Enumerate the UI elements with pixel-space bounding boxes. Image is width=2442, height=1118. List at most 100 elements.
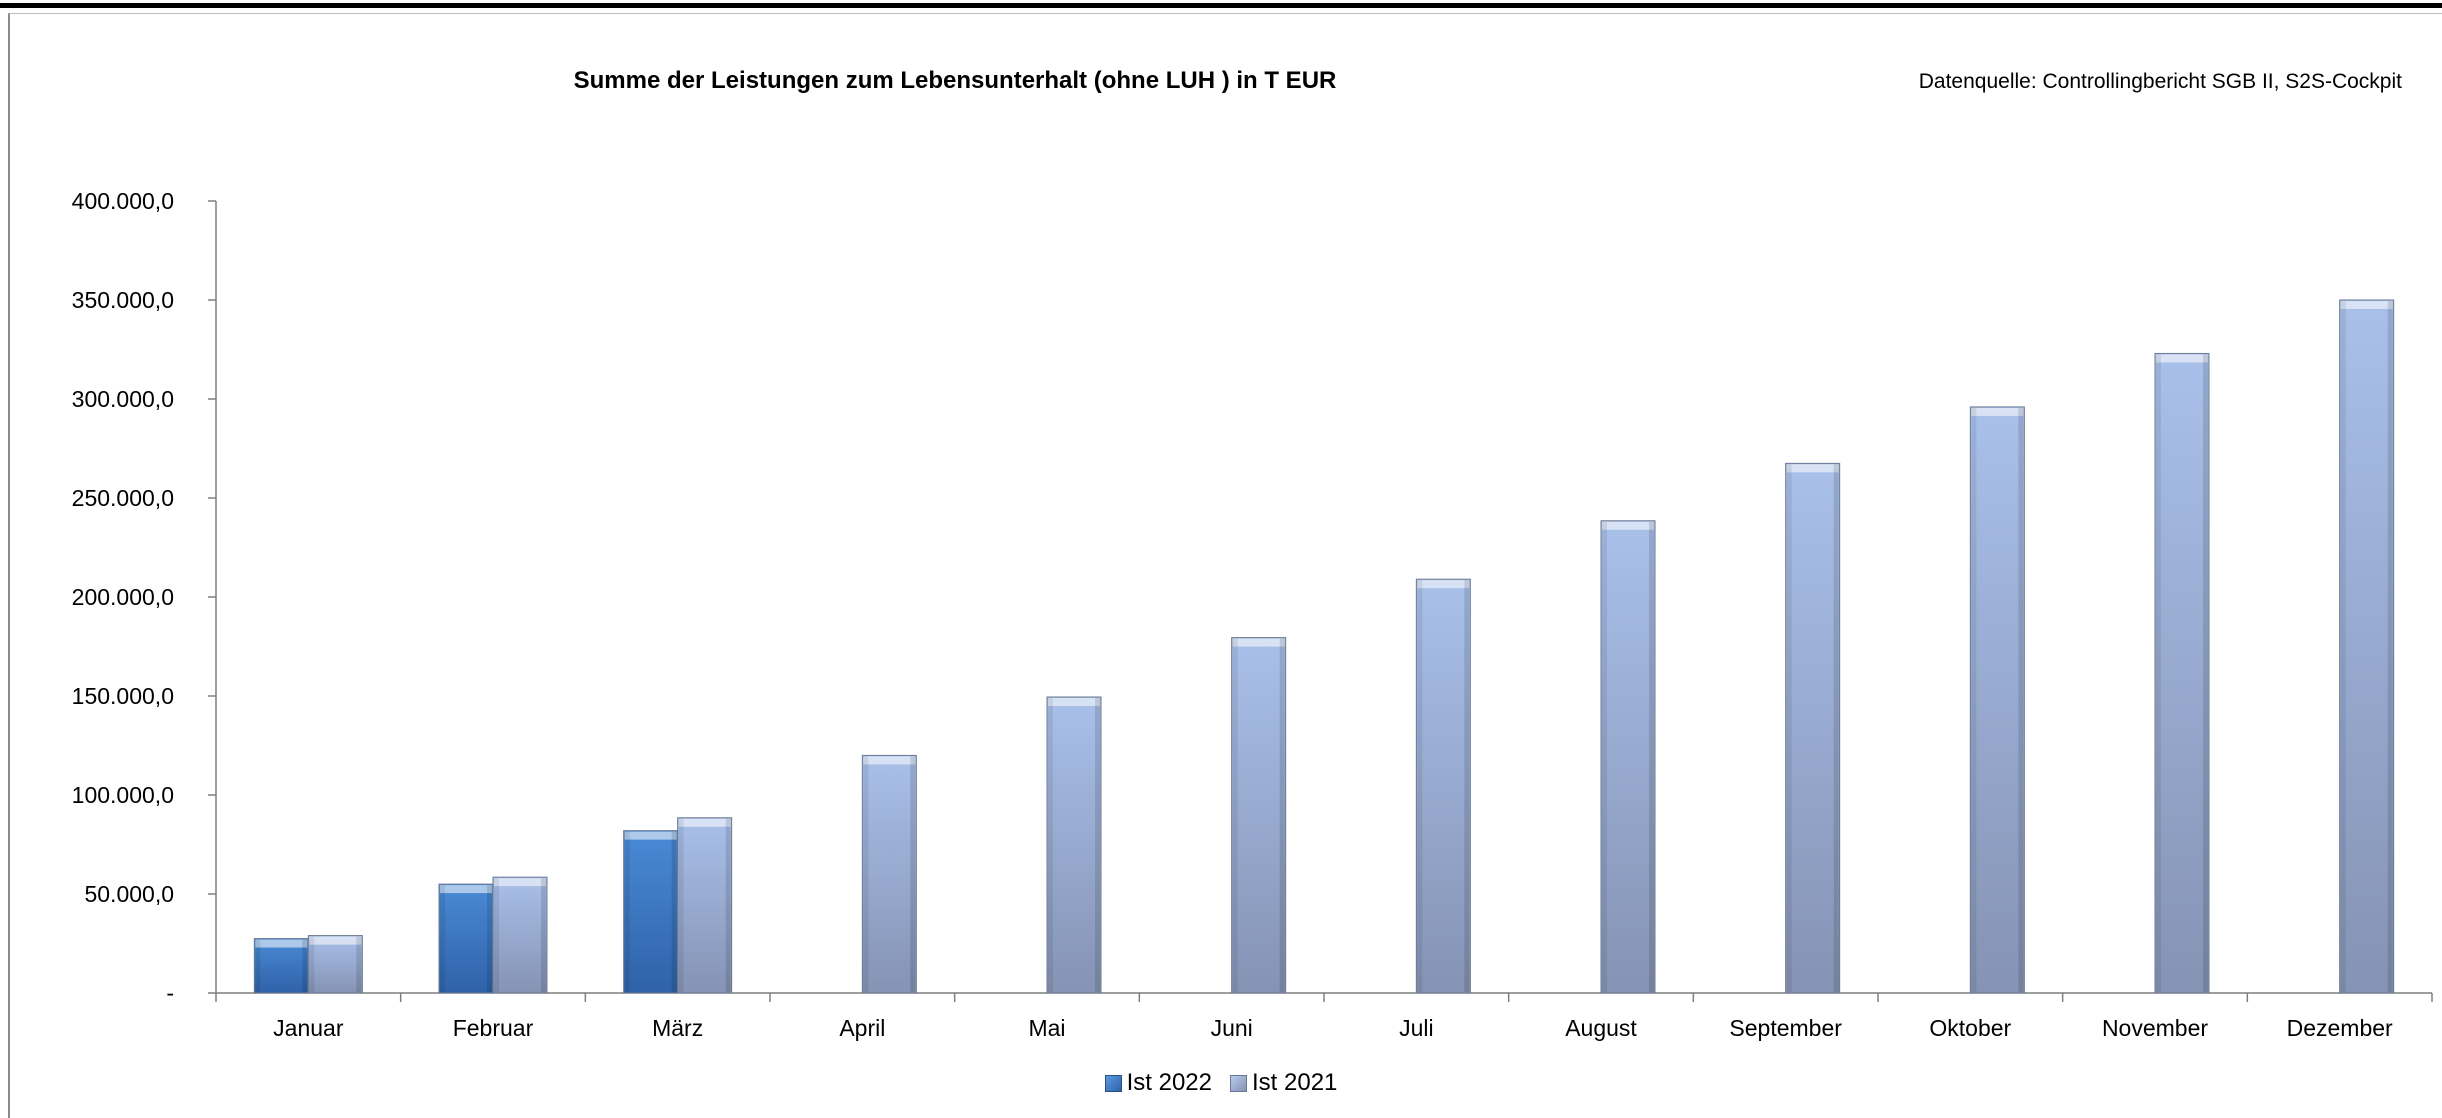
bar <box>492 876 548 994</box>
bar-body <box>438 883 494 994</box>
bar <box>1046 696 1102 994</box>
bar-shade-right <box>487 885 492 992</box>
y-tick-label: - <box>166 980 174 1006</box>
bar-shade-right <box>1464 580 1470 992</box>
axes <box>208 200 2433 1002</box>
bar-body <box>307 935 363 994</box>
bar-body <box>253 938 309 994</box>
x-tick-label: August <box>1565 1015 1637 1041</box>
y-tick-label: 250.000,0 <box>72 485 174 511</box>
bar-body <box>492 876 548 994</box>
x-tick-label: Januar <box>273 1015 344 1041</box>
bar-shade-left <box>1417 580 1423 992</box>
bar-cap <box>1232 638 1285 647</box>
x-tick-label: Juli <box>1399 1015 1434 1041</box>
bar-shade-left <box>1786 464 1792 993</box>
legend: Ist 2022 Ist 2021 <box>0 1069 2442 1097</box>
bar-shade-right <box>1279 638 1285 992</box>
chart-frame <box>8 13 2442 1118</box>
bar-cap <box>309 936 362 945</box>
y-tick-label: 100.000,0 <box>72 782 174 808</box>
bar-shade-left <box>624 831 630 992</box>
bar-shade-right <box>302 939 308 992</box>
bar-shade-left <box>309 936 315 992</box>
bar-shade-left <box>2156 354 2161 993</box>
x-tick-label: September <box>1729 1015 1842 1041</box>
bar-shade-right <box>356 936 362 992</box>
bar-shade-left <box>440 885 445 992</box>
bar-shade-left <box>494 878 499 992</box>
bar-shade-left <box>1232 638 1238 992</box>
legend-label-ist-2021: Ist 2021 <box>1252 1069 1338 1096</box>
bar <box>1415 578 1471 994</box>
bar <box>307 935 363 994</box>
bar-shade-right <box>671 831 677 992</box>
x-tick-label: Oktober <box>1929 1015 2011 1041</box>
legend-item-ist-2022: Ist 2022 <box>1104 1069 1212 1097</box>
bar-body <box>861 754 917 994</box>
bars <box>253 299 2395 994</box>
bar-cap <box>1971 407 2024 416</box>
y-tick-label: 200.000,0 <box>72 584 174 610</box>
x-tick-label: Februar <box>453 1015 534 1041</box>
legend-swatch-ist-2021 <box>1230 1074 1247 1092</box>
x-tick-label: Mai <box>1028 1015 1065 1041</box>
bar-shade-right <box>541 878 546 992</box>
bar <box>253 938 309 994</box>
bar-cap <box>2340 301 2393 309</box>
y-tick-label: 300.000,0 <box>72 386 174 412</box>
bar-shade-left <box>1971 407 1977 992</box>
bar-shade-right <box>1649 521 1654 992</box>
bar <box>1231 637 1287 994</box>
bar-shade-left <box>863 756 869 992</box>
bar-shade-right <box>2387 301 2393 992</box>
bar <box>2154 352 2210 994</box>
bar-shade-left <box>678 818 684 992</box>
x-tick-label: März <box>652 1015 703 1041</box>
bar <box>2339 299 2395 994</box>
bar <box>623 830 679 994</box>
bar-cap <box>1786 464 1839 473</box>
axis-labels: - 50.000,0 100.000,0 150.000,0 200.000,0 250.… <box>72 188 2393 1041</box>
legend-swatch-ist-2022 <box>1104 1074 1122 1092</box>
bar-shade-right <box>1095 697 1100 992</box>
bar-cap <box>2156 354 2208 363</box>
y-tick-label: 350.000,0 <box>72 287 174 313</box>
x-tick-label: April <box>839 1015 885 1041</box>
top-border <box>0 3 2442 8</box>
bar <box>861 754 917 994</box>
bar-body <box>623 830 679 994</box>
bar-cap <box>1417 580 1470 589</box>
bar-body <box>2154 352 2210 994</box>
bar-shade-right <box>2203 354 2208 993</box>
bar-shade-left <box>255 939 261 992</box>
bar-cap <box>624 831 677 840</box>
bar-cap <box>1602 521 1654 530</box>
bar-shade-right <box>910 756 916 992</box>
bar-shade-right <box>1833 464 1839 993</box>
bar-body <box>1046 696 1102 994</box>
bar-shade-right <box>725 818 731 992</box>
x-tick-label: Dezember <box>2287 1015 2393 1041</box>
bar-shade-right <box>2018 407 2024 992</box>
bar-body <box>2339 299 2395 994</box>
bar <box>1785 462 1841 994</box>
bar-cap <box>1048 697 1100 706</box>
bar-body <box>1415 578 1471 994</box>
bar <box>438 883 494 994</box>
legend-label-ist-2022: Ist 2022 <box>1126 1069 1212 1096</box>
bar <box>1969 406 2025 994</box>
bar <box>677 817 733 994</box>
bar-body <box>1969 406 2025 994</box>
y-tick-label: 150.000,0 <box>72 683 174 709</box>
bar-body <box>1785 462 1841 994</box>
chart-title: Summe der Leistungen zum Lebensunterhalt… <box>573 67 1337 94</box>
bar-body <box>1231 637 1287 994</box>
bar-body <box>677 817 733 994</box>
legend-item-ist-2021: Ist 2021 <box>1230 1069 1337 1097</box>
bar-cap <box>863 756 916 765</box>
bar-cap <box>440 885 492 894</box>
x-tick-label: November <box>2102 1015 2208 1041</box>
x-tick-label: Juni <box>1211 1015 1253 1041</box>
